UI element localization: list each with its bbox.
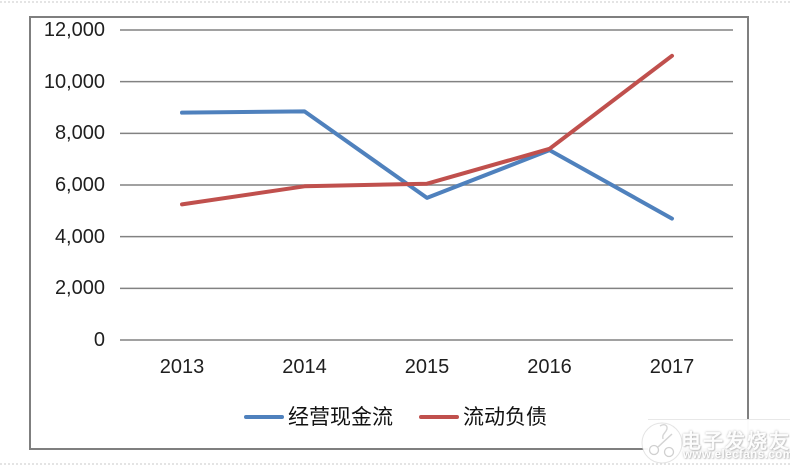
y-axis-tick-label: 6,000 bbox=[54, 174, 105, 196]
bottom-dotted-edge bbox=[0, 463, 790, 465]
series-line bbox=[180, 53, 674, 207]
top-dotted-edge bbox=[0, 1, 790, 3]
y-axis-tick-label: 4,000 bbox=[54, 225, 105, 248]
legend-line-swatch bbox=[244, 415, 284, 419]
elecfans-logo-icon bbox=[641, 422, 683, 464]
series-line bbox=[180, 109, 674, 221]
legend: 经营现金流 流动负债 bbox=[244, 403, 547, 431]
y-axis-tick-label: 10,000 bbox=[43, 70, 105, 93]
legend-item: 经营现金流 bbox=[244, 404, 393, 430]
series-lines bbox=[180, 53, 674, 221]
x-axis-tick-label: 2017 bbox=[649, 356, 695, 378]
x-axis-tick-label: 2016 bbox=[527, 356, 572, 378]
y-axis-tick-label: 2,000 bbox=[54, 277, 105, 300]
x-axis-tick-label: 2013 bbox=[159, 356, 205, 378]
y-axis-tick-label: 0 bbox=[93, 329, 105, 351]
legend-label: 流动负债 bbox=[463, 405, 547, 429]
y-axis-tick-label: 8,000 bbox=[54, 122, 105, 145]
x-axis-tick-label: 2015 bbox=[404, 356, 450, 378]
y-axis-tick-label: 12,000 bbox=[43, 19, 105, 41]
legend-item: 流动负债 bbox=[419, 404, 547, 430]
gridlines bbox=[120, 29, 733, 341]
x-axis-tick-label: 2014 bbox=[282, 356, 327, 378]
legend-label: 经营现金流 bbox=[288, 405, 393, 429]
watermark-url-text: www.elecfans.com bbox=[683, 449, 790, 461]
watermark-brand-text: 电子发烧友 bbox=[681, 431, 790, 453]
legend-line-swatch bbox=[419, 415, 459, 419]
